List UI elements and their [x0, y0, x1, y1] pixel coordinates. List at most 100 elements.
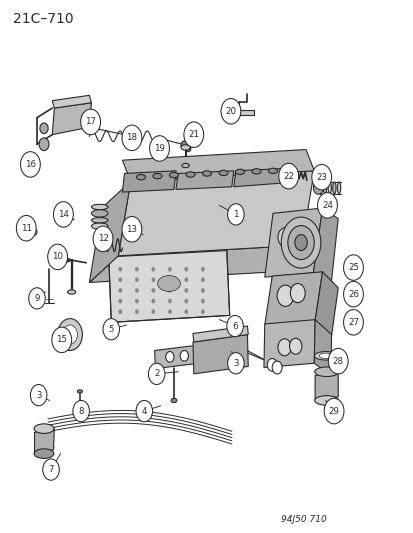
- Circle shape: [103, 319, 119, 340]
- Circle shape: [135, 288, 138, 293]
- Ellipse shape: [268, 168, 277, 173]
- Circle shape: [165, 352, 173, 362]
- Circle shape: [201, 288, 204, 293]
- Text: 24: 24: [321, 201, 332, 210]
- Circle shape: [343, 281, 363, 307]
- Ellipse shape: [180, 145, 190, 150]
- Circle shape: [168, 288, 171, 293]
- Circle shape: [151, 288, 154, 293]
- Polygon shape: [264, 208, 322, 277]
- Polygon shape: [122, 150, 313, 181]
- Ellipse shape: [91, 217, 108, 223]
- Polygon shape: [154, 345, 198, 368]
- Circle shape: [184, 310, 188, 314]
- Circle shape: [271, 361, 281, 374]
- Ellipse shape: [328, 182, 330, 193]
- Text: 18: 18: [126, 133, 137, 142]
- Ellipse shape: [181, 164, 189, 167]
- Circle shape: [201, 267, 204, 271]
- Circle shape: [53, 201, 73, 227]
- Circle shape: [73, 400, 89, 422]
- Polygon shape: [176, 171, 233, 189]
- Circle shape: [317, 192, 337, 218]
- Text: 10: 10: [52, 253, 63, 261]
- Circle shape: [343, 310, 363, 335]
- Circle shape: [343, 255, 363, 280]
- Circle shape: [227, 204, 244, 225]
- Circle shape: [62, 325, 77, 344]
- Circle shape: [201, 310, 204, 314]
- Circle shape: [184, 299, 188, 303]
- Text: 25: 25: [347, 263, 358, 272]
- Circle shape: [57, 319, 82, 351]
- Ellipse shape: [332, 182, 335, 193]
- Circle shape: [184, 288, 188, 293]
- Ellipse shape: [314, 352, 336, 360]
- Text: 11: 11: [21, 224, 32, 233]
- Ellipse shape: [34, 424, 54, 433]
- Polygon shape: [263, 320, 314, 368]
- Text: 17: 17: [85, 117, 96, 126]
- Circle shape: [278, 164, 298, 189]
- Circle shape: [28, 288, 45, 309]
- Circle shape: [119, 288, 122, 293]
- Text: 20: 20: [225, 107, 236, 116]
- Circle shape: [21, 152, 40, 177]
- Polygon shape: [313, 320, 331, 375]
- Circle shape: [276, 285, 293, 306]
- Circle shape: [135, 310, 138, 314]
- Ellipse shape: [218, 170, 228, 175]
- Text: 13: 13: [126, 225, 137, 234]
- Text: 19: 19: [154, 144, 165, 153]
- Circle shape: [323, 398, 343, 424]
- Circle shape: [47, 244, 67, 270]
- Text: 21C–710: 21C–710: [13, 12, 74, 27]
- Circle shape: [168, 299, 171, 303]
- Circle shape: [277, 339, 290, 356]
- Text: 3: 3: [36, 391, 41, 400]
- Circle shape: [52, 327, 71, 353]
- Circle shape: [81, 109, 100, 135]
- Ellipse shape: [77, 390, 82, 393]
- Polygon shape: [89, 245, 301, 282]
- Circle shape: [184, 267, 188, 271]
- Ellipse shape: [152, 173, 161, 179]
- Circle shape: [290, 225, 304, 244]
- Polygon shape: [109, 251, 229, 322]
- Text: 28: 28: [332, 357, 343, 366]
- Polygon shape: [314, 372, 337, 400]
- Ellipse shape: [318, 182, 321, 193]
- Circle shape: [151, 267, 154, 271]
- Text: 15: 15: [56, 335, 67, 344]
- Circle shape: [93, 226, 113, 252]
- Circle shape: [136, 400, 152, 422]
- Circle shape: [149, 136, 169, 161]
- Polygon shape: [264, 272, 322, 325]
- Polygon shape: [118, 171, 313, 256]
- Text: 26: 26: [347, 289, 358, 298]
- Text: 7: 7: [48, 465, 54, 474]
- Polygon shape: [192, 326, 248, 342]
- Polygon shape: [34, 429, 54, 454]
- Circle shape: [294, 235, 306, 251]
- Ellipse shape: [202, 171, 211, 176]
- Circle shape: [183, 122, 203, 148]
- Ellipse shape: [235, 169, 244, 174]
- Ellipse shape: [91, 223, 108, 229]
- Ellipse shape: [157, 276, 180, 292]
- Circle shape: [151, 278, 154, 282]
- Circle shape: [168, 278, 171, 282]
- Polygon shape: [122, 171, 176, 192]
- Text: 29: 29: [328, 407, 339, 416]
- Circle shape: [168, 310, 171, 314]
- Text: 2: 2: [154, 369, 159, 378]
- Circle shape: [148, 364, 164, 384]
- Circle shape: [313, 181, 323, 194]
- Ellipse shape: [34, 449, 54, 458]
- Text: 94J50 710: 94J50 710: [280, 515, 326, 524]
- Polygon shape: [52, 103, 91, 135]
- Circle shape: [119, 299, 122, 303]
- Ellipse shape: [314, 367, 338, 376]
- Ellipse shape: [252, 168, 261, 174]
- Circle shape: [119, 267, 122, 271]
